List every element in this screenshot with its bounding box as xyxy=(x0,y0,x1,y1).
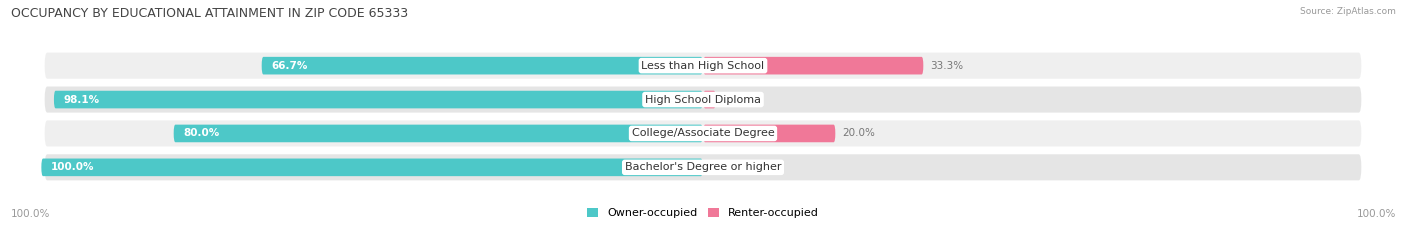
Text: 80.0%: 80.0% xyxy=(184,128,219,138)
FancyBboxPatch shape xyxy=(262,57,703,75)
Text: 20.0%: 20.0% xyxy=(842,128,875,138)
Text: 100.0%: 100.0% xyxy=(11,209,51,219)
FancyBboxPatch shape xyxy=(45,86,1361,113)
Text: Bachelor's Degree or higher: Bachelor's Degree or higher xyxy=(624,162,782,172)
Text: College/Associate Degree: College/Associate Degree xyxy=(631,128,775,138)
Text: Source: ZipAtlas.com: Source: ZipAtlas.com xyxy=(1301,7,1396,16)
Text: 100.0%: 100.0% xyxy=(1357,209,1396,219)
Text: 100.0%: 100.0% xyxy=(51,162,94,172)
FancyBboxPatch shape xyxy=(41,158,703,176)
Text: 66.7%: 66.7% xyxy=(271,61,308,71)
FancyBboxPatch shape xyxy=(45,154,1361,180)
FancyBboxPatch shape xyxy=(703,57,924,75)
Text: 98.1%: 98.1% xyxy=(63,95,100,105)
FancyBboxPatch shape xyxy=(45,120,1361,147)
Text: 0.0%: 0.0% xyxy=(710,162,737,172)
Text: 1.9%: 1.9% xyxy=(723,95,749,105)
Text: 33.3%: 33.3% xyxy=(931,61,963,71)
Legend: Owner-occupied, Renter-occupied: Owner-occupied, Renter-occupied xyxy=(586,208,820,218)
Text: Less than High School: Less than High School xyxy=(641,61,765,71)
FancyBboxPatch shape xyxy=(174,125,703,142)
FancyBboxPatch shape xyxy=(45,53,1361,79)
FancyBboxPatch shape xyxy=(703,125,835,142)
Text: High School Diploma: High School Diploma xyxy=(645,95,761,105)
FancyBboxPatch shape xyxy=(53,91,703,108)
Text: OCCUPANCY BY EDUCATIONAL ATTAINMENT IN ZIP CODE 65333: OCCUPANCY BY EDUCATIONAL ATTAINMENT IN Z… xyxy=(11,7,408,20)
FancyBboxPatch shape xyxy=(703,91,716,108)
